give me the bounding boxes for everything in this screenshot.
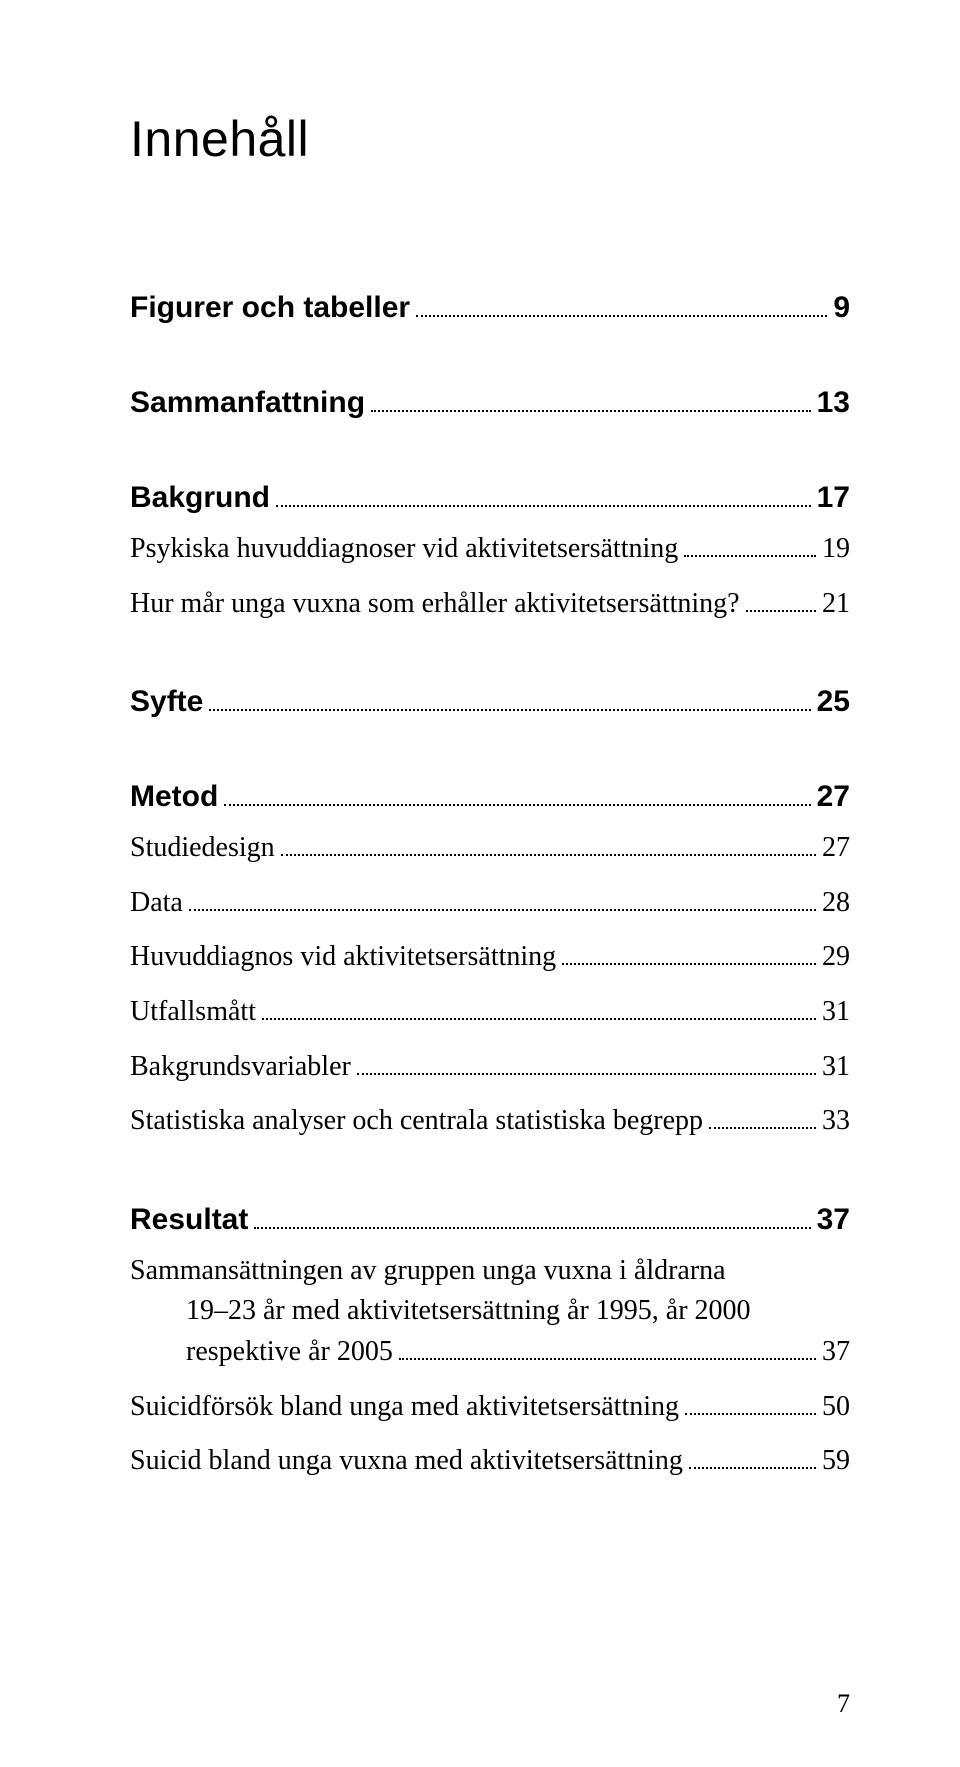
toc-label: Metod (130, 780, 218, 814)
toc-leader (357, 1047, 816, 1074)
toc-label: Figurer och tabeller (130, 291, 410, 325)
toc-leader (416, 288, 827, 317)
toc-leader (685, 1387, 816, 1414)
toc-page: 31 (822, 992, 850, 1033)
toc-leader (689, 1442, 816, 1469)
toc-page: 27 (822, 828, 850, 869)
toc-label: Syfte (130, 685, 203, 719)
toc-leader (746, 584, 816, 611)
toc-page: 33 (822, 1101, 850, 1142)
toc-page: 59 (822, 1441, 850, 1482)
toc-leader (399, 1333, 816, 1360)
toc-item-hur-mar: Hur mår unga vuxna som erhåller aktivite… (130, 584, 850, 625)
toc-page: 31 (822, 1047, 850, 1088)
page: Innehåll Figurer och tabeller 9 Sammanfa… (0, 0, 960, 1767)
toc-page: 21 (822, 584, 850, 625)
toc-label: Psykiska huvuddiagnoser vid aktivitetser… (130, 529, 678, 570)
toc-label: Bakgrund (130, 481, 270, 515)
toc-item-sammansattningen: Sammansättningen av gruppen unga vuxna i… (130, 1251, 850, 1373)
toc-item-suicidforsok: Suicidförsök bland unga med aktivitetser… (130, 1387, 850, 1428)
toc-label: Sammanfattning (130, 386, 365, 420)
toc-label: Huvuddiagnos vid aktivitetsersättning (130, 937, 556, 978)
page-title: Innehåll (130, 110, 850, 168)
toc-label-line1: Sammansättningen av gruppen unga vuxna i… (130, 1251, 850, 1292)
toc-item-data: Data 28 (130, 883, 850, 924)
toc-page: 28 (822, 883, 850, 924)
toc-page: 13 (817, 386, 850, 420)
toc-item-syfte: Syfte 25 (130, 682, 850, 719)
toc-item-bakgrundsvariabler: Bakgrundsvariabler 31 (130, 1047, 850, 1088)
toc-leader (276, 478, 811, 507)
toc-leader (709, 1102, 816, 1129)
toc-page: 29 (822, 937, 850, 978)
toc-label: Suicidförsök bland unga med aktivitetser… (130, 1387, 679, 1428)
toc-leader (262, 993, 816, 1020)
toc-label: Bakgrundsvariabler (130, 1047, 351, 1088)
toc-leader (562, 938, 816, 965)
toc-item-studiedesign: Studiedesign 27 (130, 828, 850, 869)
toc-page: 37 (817, 1203, 850, 1237)
toc-page: 27 (817, 780, 850, 814)
toc-label: Studiedesign (130, 828, 275, 869)
toc-item-huvuddiagnos: Huvuddiagnos vid aktivitetsersättning 29 (130, 937, 850, 978)
toc-item-utfallsmatt: Utfallsmått 31 (130, 992, 850, 1033)
toc-page: 25 (817, 685, 850, 719)
toc-page: 9 (833, 291, 850, 325)
toc-leader (281, 829, 816, 856)
toc-item-metod: Metod 27 (130, 777, 850, 814)
toc-leader (254, 1200, 810, 1229)
toc-item-statistiska: Statistiska analyser och centrala statis… (130, 1101, 850, 1142)
toc-label: Suicid bland unga vuxna med aktivitetser… (130, 1441, 683, 1482)
toc-item-figurer: Figurer och tabeller 9 (130, 288, 850, 325)
toc-leader (209, 682, 810, 711)
toc-item-bakgrund: Bakgrund 17 (130, 478, 850, 515)
toc-label: Statistiska analyser och centrala statis… (130, 1101, 703, 1142)
toc-label-line2: 19–23 år med aktivitetsersättning år 199… (130, 1291, 850, 1332)
toc-page: 17 (817, 481, 850, 515)
toc-item-psykiska: Psykiska huvuddiagnoser vid aktivitetser… (130, 529, 850, 570)
toc-leader (189, 884, 816, 911)
toc-page: 19 (822, 529, 850, 570)
toc-leader (684, 530, 816, 557)
toc-item-suicid: Suicid bland unga vuxna med aktivitetser… (130, 1441, 850, 1482)
toc-item-resultat: Resultat 37 (130, 1200, 850, 1237)
toc-label: Utfallsmått (130, 992, 256, 1033)
toc-page: 50 (822, 1387, 850, 1428)
toc-leader (224, 777, 810, 806)
toc-label-line3: respektive år 2005 (186, 1332, 393, 1373)
page-number: 7 (837, 1689, 850, 1719)
toc-page: 37 (822, 1332, 850, 1373)
toc-leader (371, 383, 811, 412)
toc-item-sammanfattning: Sammanfattning 13 (130, 383, 850, 420)
toc-label: Hur mår unga vuxna som erhåller aktivite… (130, 584, 740, 625)
toc-label: Data (130, 883, 183, 924)
toc-list: Figurer och tabeller 9 Sammanfattning 13… (130, 288, 850, 1482)
toc-label: Resultat (130, 1203, 248, 1237)
